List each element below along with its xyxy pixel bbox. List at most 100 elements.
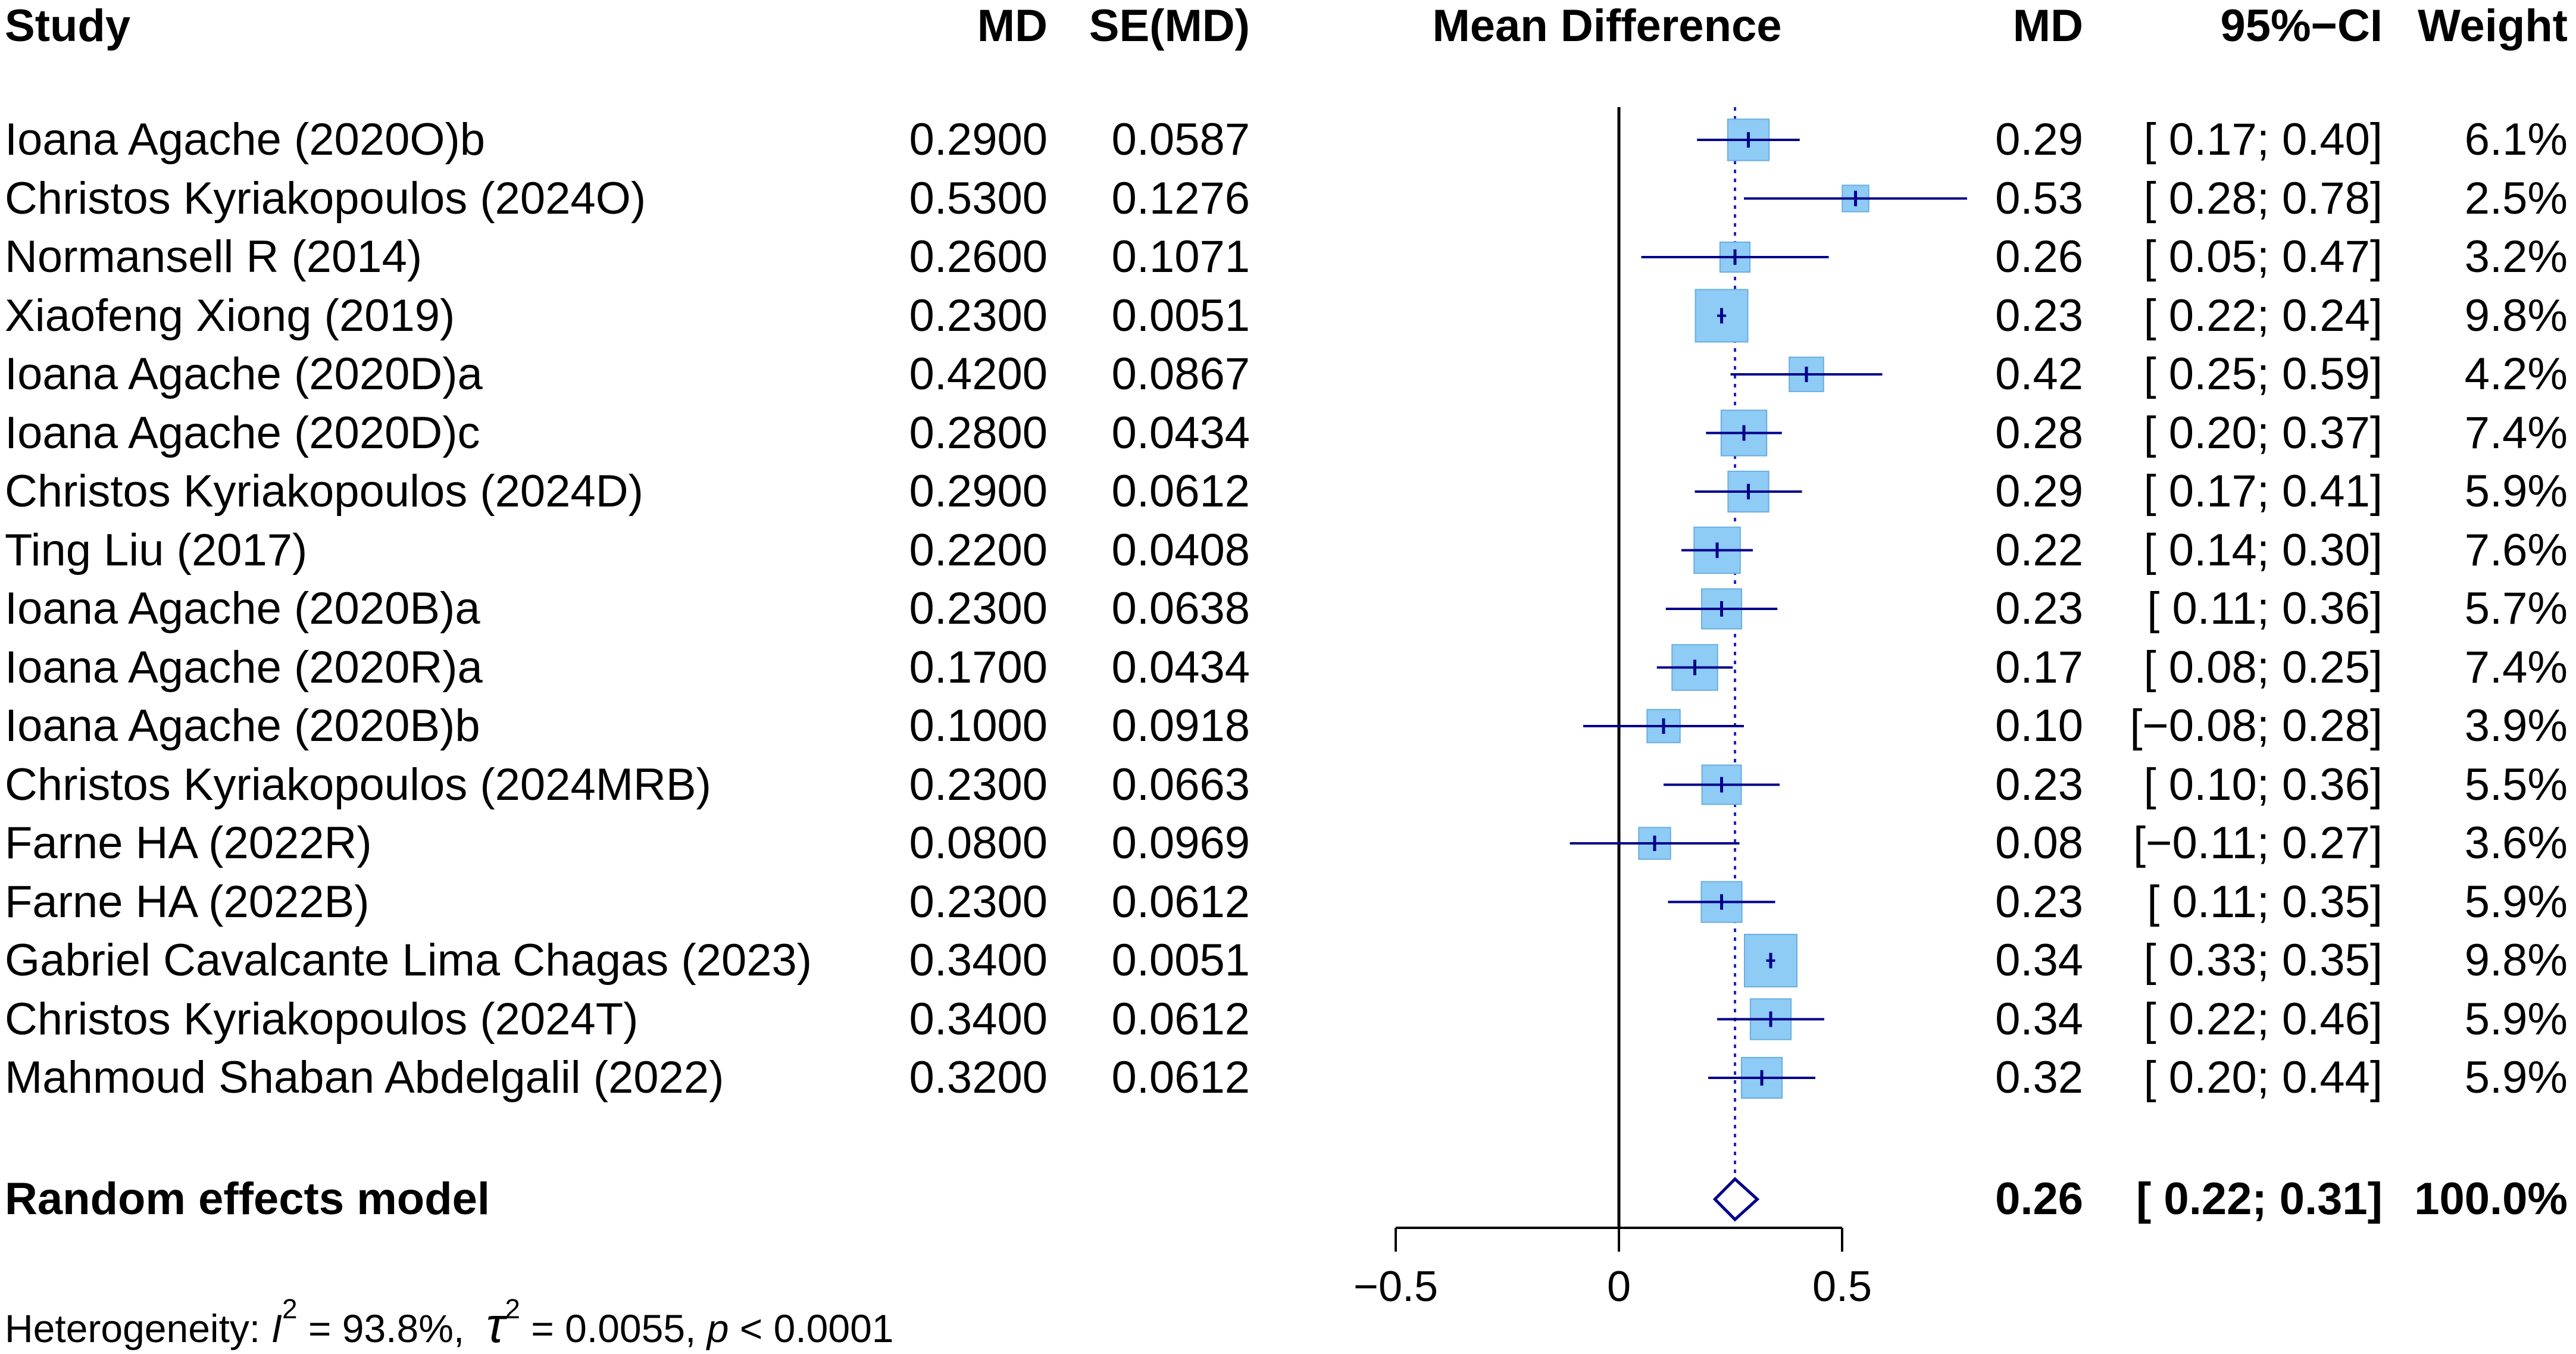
study-md-right: 0.32 [1995, 1052, 2083, 1103]
study-name: Ting Liu (2017) [5, 525, 308, 576]
study-name: Farne HA (2022B) [5, 877, 370, 927]
study-ci: [ 0.14; 0.30] [2143, 525, 2383, 576]
study-name: Ioana Agache (2020O)b [5, 114, 486, 165]
study-name: Normansell R (2014) [5, 232, 423, 282]
study-md: 0.2300 [909, 877, 1048, 927]
header-mean-difference: Mean Difference [1432, 1, 1782, 51]
study-name: Farne HA (2022R) [5, 818, 372, 868]
study-md-right: 0.28 [1995, 408, 2083, 458]
study-weight: 5.7% [2464, 583, 2568, 634]
study-ci: [ 0.08; 0.25] [2143, 642, 2383, 693]
study-md: 0.2300 [909, 290, 1048, 341]
study-ci: [ 0.11; 0.36] [2147, 583, 2383, 634]
study-name: Ioana Agache (2020R)a [5, 642, 483, 693]
pooled-diamond [1712, 1177, 1760, 1222]
study-md: 0.3400 [909, 994, 1048, 1045]
study-se: 0.0663 [1111, 759, 1250, 810]
study-name: Christos Kyriakopoulos (2024MRB) [5, 759, 711, 810]
study-se: 0.0867 [1111, 349, 1250, 399]
study-md: 0.3200 [909, 1052, 1048, 1103]
study-md: 0.2300 [909, 583, 1048, 634]
study-md: 0.3400 [909, 935, 1048, 986]
study-md: 0.2900 [909, 466, 1048, 517]
pooled-weight: 100.0% [2414, 1174, 2568, 1224]
heterogeneity-stats: Heterogeneity: I2 = 93.8%, τ2 = 0.0055, … [5, 1293, 894, 1353]
study-ci: [ 0.17; 0.41] [2143, 466, 2383, 517]
study-se: 0.0434 [1111, 408, 1250, 458]
study-md: 0.5300 [909, 173, 1048, 224]
study-ci: [−0.08; 0.28] [2130, 701, 2383, 751]
study-ci: [ 0.10; 0.36] [2143, 759, 2383, 810]
study-weight: 7.6% [2464, 525, 2568, 576]
study-md: 0.2900 [909, 114, 1048, 165]
study-weight: 3.2% [2464, 232, 2568, 282]
study-name: Christos Kyriakopoulos (2024O) [5, 173, 646, 224]
study-md: 0.2800 [909, 408, 1048, 458]
study-md-right: 0.26 [1995, 232, 2083, 282]
study-se: 0.0434 [1111, 642, 1250, 693]
study-md-right: 0.23 [1995, 759, 2083, 810]
study-weight: 2.5% [2464, 173, 2568, 224]
study-weight: 5.5% [2464, 759, 2568, 810]
study-name: Christos Kyriakopoulos (2024D) [5, 466, 643, 517]
study-weight: 9.8% [2464, 290, 2568, 341]
study-ci: [ 0.22; 0.46] [2143, 994, 2383, 1045]
study-se: 0.0612 [1111, 877, 1250, 927]
study-md: 0.2200 [909, 525, 1048, 576]
x-axis-tick-label: 0.5 [1812, 1263, 1872, 1311]
study-se: 0.0051 [1111, 935, 1250, 986]
study-md: 0.1700 [909, 642, 1048, 693]
x-axis-tick-label: 0 [1607, 1263, 1631, 1311]
study-name: Gabriel Cavalcante Lima Chagas (2023) [5, 935, 812, 986]
header-ci: 95%−CI [2220, 1, 2383, 51]
study-weight-box [1695, 289, 1749, 343]
study-ci: [ 0.20; 0.37] [2143, 408, 2383, 458]
study-se: 0.0612 [1111, 466, 1250, 517]
study-weight: 5.9% [2464, 877, 2568, 927]
study-se: 0.0612 [1111, 994, 1250, 1045]
study-weight: 5.9% [2464, 1052, 2568, 1103]
study-md-right: 0.23 [1995, 877, 2083, 927]
study-name: Ioana Agache (2020D)c [5, 408, 480, 458]
pooled-ci: [ 0.22; 0.31] [2136, 1174, 2383, 1224]
study-name: Ioana Agache (2020B)a [5, 583, 480, 634]
study-se: 0.0969 [1111, 818, 1250, 868]
study-ci: [ 0.17; 0.40] [2143, 114, 2383, 165]
study-md-right: 0.23 [1995, 583, 2083, 634]
study-md: 0.1000 [909, 701, 1048, 751]
study-weight: 9.8% [2464, 935, 2568, 986]
study-md-right: 0.08 [1995, 818, 2083, 868]
study-ci: [ 0.25; 0.59] [2143, 349, 2383, 399]
study-ci: [ 0.22; 0.24] [2143, 290, 2383, 341]
study-se: 0.0612 [1111, 1052, 1250, 1103]
study-md-right: 0.34 [1995, 994, 2083, 1045]
study-ci: [−0.11; 0.27] [2133, 818, 2383, 868]
header-study: Study [5, 1, 131, 51]
study-name: Ioana Agache (2020B)b [5, 701, 480, 751]
study-weight: 5.9% [2464, 994, 2568, 1045]
study-weight: 3.9% [2464, 701, 2568, 751]
study-weight: 7.4% [2464, 408, 2568, 458]
study-md-right: 0.22 [1995, 525, 2083, 576]
study-weight: 3.6% [2464, 818, 2568, 868]
study-se: 0.0638 [1111, 583, 1250, 634]
study-md-right: 0.10 [1995, 701, 2083, 751]
study-md-right: 0.29 [1995, 114, 2083, 165]
study-md: 0.4200 [909, 349, 1048, 399]
study-name: Ioana Agache (2020D)a [5, 349, 483, 399]
study-md-right: 0.53 [1995, 173, 2083, 224]
study-md-right: 0.34 [1995, 935, 2083, 986]
study-md-right: 0.23 [1995, 290, 2083, 341]
study-ci: [ 0.11; 0.35] [2147, 877, 2383, 927]
study-weight: 6.1% [2464, 114, 2568, 165]
study-md: 0.0800 [909, 818, 1048, 868]
header-weight: Weight [2418, 1, 2568, 51]
header-se: SE(MD) [1089, 1, 1250, 51]
study-weight: 5.9% [2464, 466, 2568, 517]
pooled-label: Random effects model [5, 1174, 490, 1224]
study-name: Xiaofeng Xiong (2019) [5, 290, 455, 341]
study-ci: [ 0.05; 0.47] [2143, 232, 2383, 282]
study-ci: [ 0.28; 0.78] [2143, 173, 2383, 224]
study-md: 0.2600 [909, 232, 1048, 282]
